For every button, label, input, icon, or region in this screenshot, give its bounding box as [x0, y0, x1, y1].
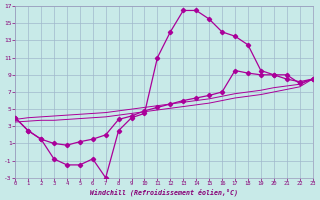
X-axis label: Windchill (Refroidissement éolien,°C): Windchill (Refroidissement éolien,°C) [90, 188, 238, 196]
